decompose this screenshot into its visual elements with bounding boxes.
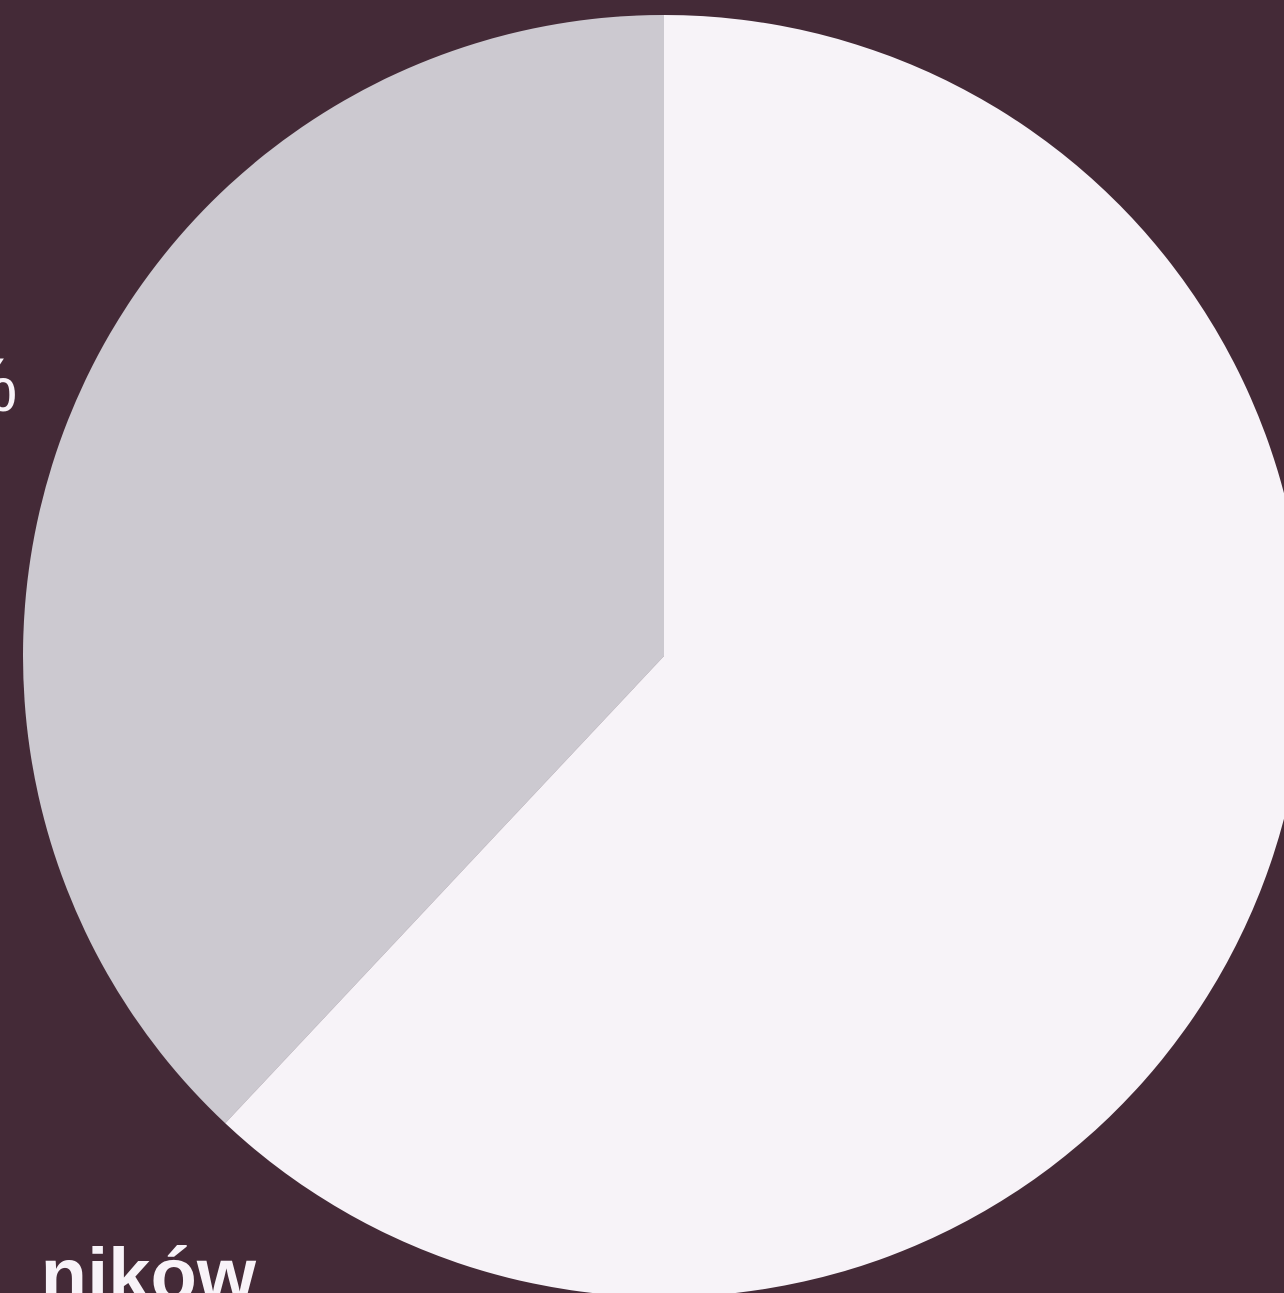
slice-category-label: ników [40,1233,256,1293]
slice-percent-label: % [0,348,18,424]
pie-slice-1 [225,15,1284,1293]
pie-slice-2 [23,14,665,1124]
